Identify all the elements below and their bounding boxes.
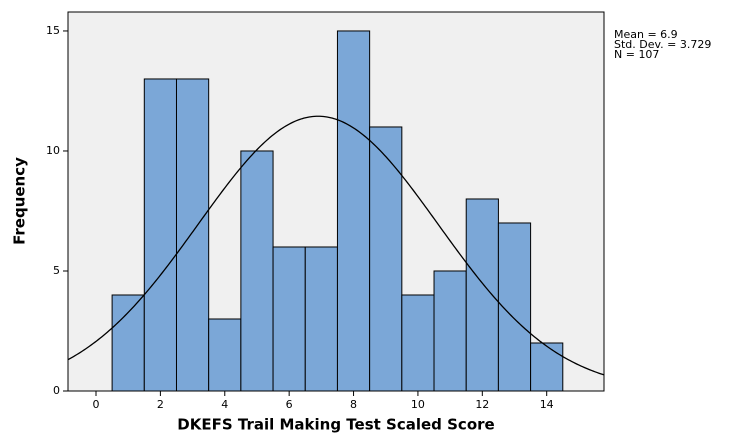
bar — [336, 30, 371, 392]
bar — [143, 78, 177, 392]
x-tick-label: 2 — [157, 398, 164, 411]
bar — [272, 246, 306, 392]
y-tick-label: 5 — [53, 264, 60, 277]
x-tick-label: 4 — [221, 398, 228, 411]
stat-label: Std. Dev. = 3.729 — [614, 38, 711, 51]
bar — [401, 294, 435, 392]
bar — [175, 78, 210, 392]
bar — [240, 150, 274, 392]
x-tick-label: 12 — [475, 398, 489, 411]
bar — [208, 318, 242, 392]
x-tick-label: 14 — [540, 398, 554, 411]
x-axis-title: DKEFS Trail Making Test Scaled Score — [177, 416, 494, 434]
bar — [465, 198, 499, 392]
y-tick-label: 0 — [53, 384, 60, 397]
bar — [304, 246, 338, 392]
x-tick-label: 6 — [286, 398, 293, 411]
bar — [433, 270, 467, 392]
stat-label: Mean = 6.9 — [614, 28, 678, 41]
bar — [111, 294, 145, 392]
x-tick-label: 10 — [411, 398, 425, 411]
x-tick-label: 0 — [93, 398, 100, 411]
normal-curve — [67, 115, 605, 376]
x-tick-label: 8 — [350, 398, 357, 411]
bar — [369, 126, 403, 392]
bar — [530, 342, 564, 392]
y-axis-title: Frequency — [11, 157, 29, 245]
stat-label: N = 107 — [614, 48, 659, 61]
y-tick-label: 15 — [46, 24, 60, 37]
y-tick-label: 10 — [46, 144, 60, 157]
